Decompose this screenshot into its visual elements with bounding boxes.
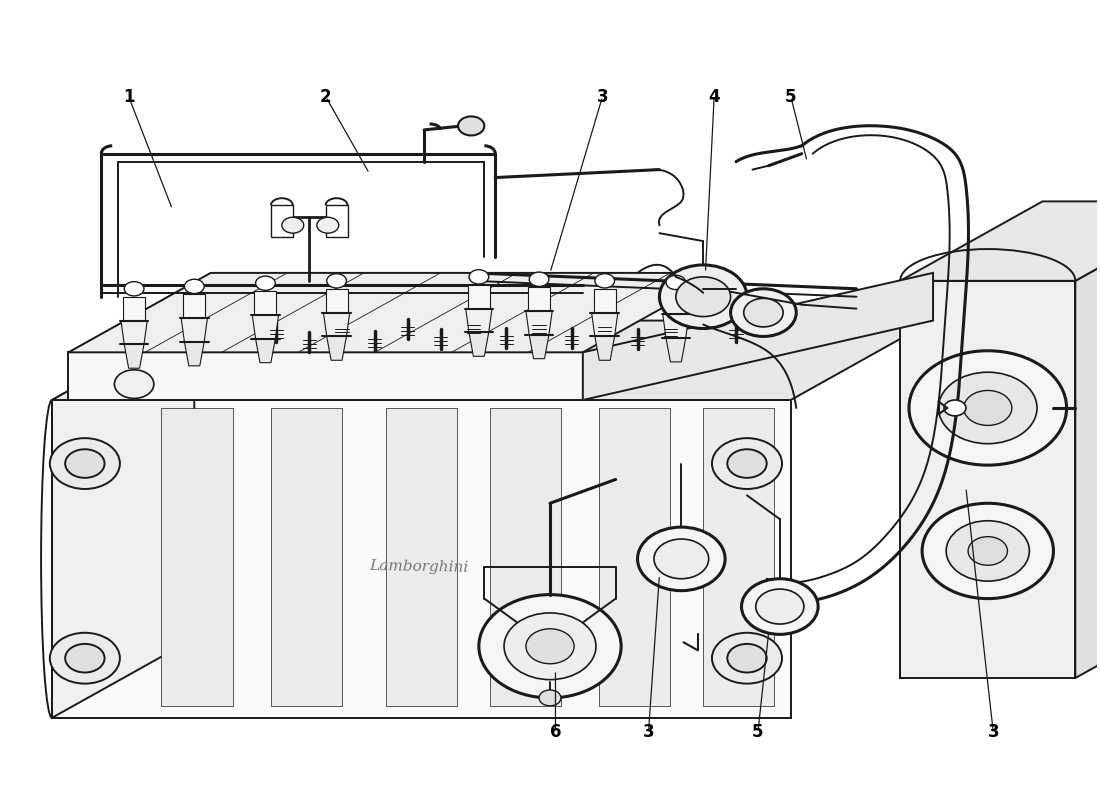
Polygon shape (52, 321, 933, 400)
Circle shape (50, 438, 120, 489)
Circle shape (504, 613, 596, 680)
Circle shape (255, 276, 275, 290)
Polygon shape (68, 273, 725, 352)
Text: 6: 6 (550, 723, 561, 741)
Circle shape (944, 400, 966, 416)
Polygon shape (529, 335, 549, 358)
Polygon shape (162, 408, 232, 706)
Circle shape (727, 644, 767, 673)
Circle shape (666, 275, 685, 290)
Polygon shape (52, 400, 791, 718)
Circle shape (946, 521, 1030, 581)
Circle shape (114, 370, 154, 398)
Text: 5: 5 (752, 723, 763, 741)
Text: eurospares: eurospares (278, 290, 471, 319)
Circle shape (727, 450, 767, 478)
Polygon shape (1076, 202, 1100, 678)
Polygon shape (68, 352, 583, 400)
Circle shape (317, 218, 339, 233)
Circle shape (909, 350, 1067, 465)
Polygon shape (121, 321, 147, 344)
Polygon shape (252, 315, 278, 339)
Polygon shape (900, 202, 1100, 281)
Circle shape (659, 265, 747, 329)
Polygon shape (526, 311, 552, 335)
Text: 1: 1 (123, 87, 134, 106)
Polygon shape (592, 313, 618, 337)
Polygon shape (666, 338, 685, 362)
Circle shape (730, 289, 796, 337)
Circle shape (654, 539, 708, 578)
Polygon shape (468, 285, 490, 309)
Circle shape (458, 116, 484, 135)
Text: 3: 3 (642, 723, 654, 741)
Polygon shape (182, 318, 208, 342)
Circle shape (712, 633, 782, 684)
Circle shape (50, 633, 120, 684)
Polygon shape (271, 408, 342, 706)
Polygon shape (326, 206, 348, 237)
Circle shape (964, 390, 1012, 426)
Polygon shape (528, 287, 550, 311)
Text: Lamborghini: Lamborghini (368, 559, 469, 574)
Polygon shape (595, 337, 615, 360)
Polygon shape (52, 321, 195, 718)
Polygon shape (703, 408, 774, 706)
Circle shape (741, 578, 818, 634)
Polygon shape (664, 290, 686, 314)
Circle shape (124, 282, 144, 296)
Circle shape (526, 629, 574, 664)
Polygon shape (469, 333, 488, 356)
Circle shape (539, 690, 561, 706)
Circle shape (282, 218, 304, 233)
Polygon shape (465, 309, 492, 333)
Polygon shape (184, 294, 206, 318)
Circle shape (65, 644, 104, 673)
Text: eurospares: eurospares (278, 489, 471, 518)
Polygon shape (490, 408, 561, 706)
Circle shape (712, 438, 782, 489)
Circle shape (478, 594, 622, 698)
Text: 3: 3 (988, 723, 999, 741)
Polygon shape (326, 289, 348, 313)
Polygon shape (900, 281, 1076, 678)
Circle shape (595, 274, 615, 288)
Polygon shape (327, 337, 346, 360)
Circle shape (675, 277, 730, 317)
Polygon shape (271, 206, 293, 237)
Polygon shape (600, 408, 670, 706)
Polygon shape (386, 408, 456, 706)
Circle shape (756, 589, 804, 624)
Polygon shape (583, 273, 933, 400)
Polygon shape (254, 291, 276, 315)
Circle shape (938, 372, 1037, 444)
Text: 3: 3 (596, 87, 608, 106)
Circle shape (469, 270, 488, 284)
Polygon shape (124, 344, 144, 368)
Circle shape (968, 537, 1008, 566)
Circle shape (185, 279, 205, 294)
Circle shape (327, 274, 346, 288)
Polygon shape (123, 297, 145, 321)
Polygon shape (662, 314, 689, 338)
Text: 5: 5 (785, 87, 796, 106)
Polygon shape (323, 313, 350, 337)
Text: 4: 4 (708, 87, 720, 106)
Circle shape (529, 272, 549, 286)
Polygon shape (255, 339, 275, 362)
Circle shape (744, 298, 783, 327)
Circle shape (638, 527, 725, 590)
Polygon shape (185, 342, 205, 366)
Text: 2: 2 (320, 87, 331, 106)
Circle shape (65, 450, 104, 478)
Circle shape (922, 503, 1054, 598)
Polygon shape (594, 289, 616, 313)
